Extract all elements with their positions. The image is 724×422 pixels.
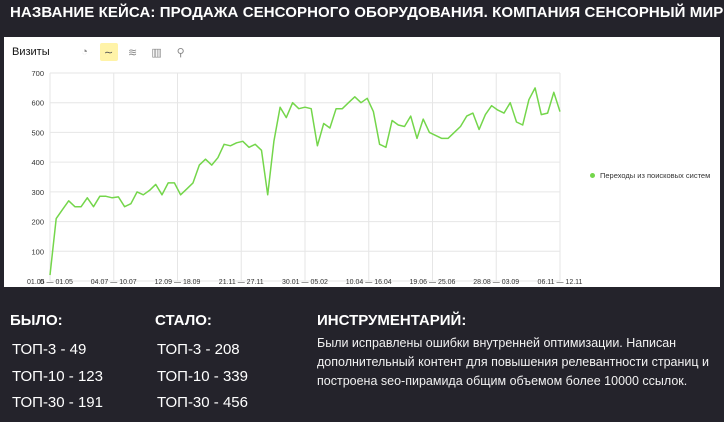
y-tick-label: 500 xyxy=(31,128,44,137)
before-top10: ТОП-10 - 123 xyxy=(12,368,103,385)
bar-chart-icon[interactable]: ▥ xyxy=(151,46,162,59)
series-line xyxy=(49,87,561,276)
x-tick-label: 19.06 — 25.06 xyxy=(410,279,456,286)
analytics-panel: Визиты ◔ ∼ ≋ ▥ ⚲ 0 100 200 300 400 500 600 700 0… xyxy=(4,37,720,287)
x-tick-label: 28.08 — 03.09 xyxy=(473,279,519,286)
chart-legend: Переходы из поисковых систем xyxy=(590,171,710,180)
x-tick-label: 04.07 — 10.07 xyxy=(91,279,137,286)
x-tick-label: 21.11 — 27.11 xyxy=(219,279,264,286)
before-heading: БЫЛО: xyxy=(10,312,63,329)
y-tick-label: 700 xyxy=(31,69,44,78)
x-tick-label: 06.11 — 12.11 xyxy=(538,279,583,286)
map-pin-icon[interactable]: ⚲ xyxy=(176,46,185,59)
after-top30: ТОП-30 - 456 xyxy=(157,394,248,411)
tools-heading: ИНСТРУМЕНТАРИЙ: xyxy=(317,312,467,329)
before-top30: ТОП-30 - 191 xyxy=(12,394,103,411)
before-top3: ТОП-3 - 49 xyxy=(12,341,87,358)
x-tick-label: 01.05 — 01.05 xyxy=(27,279,73,286)
after-top3: ТОП-3 - 208 xyxy=(157,341,240,358)
y-tick-label: 600 xyxy=(31,99,44,108)
y-tick-label: 400 xyxy=(31,158,44,167)
x-tick-label: 10.04 — 16.04 xyxy=(346,279,392,286)
x-tick-label: 12.09 — 18.09 xyxy=(155,279,201,286)
after-top10: ТОП-10 - 339 xyxy=(157,368,248,385)
panel-header: Визиты ◔ ∼ ≋ ▥ ⚲ xyxy=(12,43,190,61)
panel-title: Визиты xyxy=(12,46,50,58)
y-tick-label: 200 xyxy=(31,218,44,227)
pie-chart-icon[interactable]: ◔ xyxy=(81,46,88,58)
stacked-area-icon[interactable]: ≋ xyxy=(128,46,138,59)
tools-description: Были исправлены ошибки внутренней оптими… xyxy=(317,336,710,388)
legend-marker xyxy=(590,173,595,178)
x-tick-label: 30.01 — 05.02 xyxy=(282,279,328,286)
line-chart-icon[interactable]: ∼ xyxy=(99,43,118,61)
y-tick-label: 300 xyxy=(31,188,44,197)
y-tick-label: 0 xyxy=(40,277,44,286)
visits-line-chart: 0 100 200 300 400 500 600 700 01.05 — 01.05 04.07… xyxy=(27,69,583,286)
after-heading: СТАЛО: xyxy=(155,312,212,329)
legend-label: Переходы из поисковых систем xyxy=(600,171,711,180)
y-tick-label: 100 xyxy=(31,247,44,256)
page-title: НАЗВАНИЕ КЕЙСА: ПРОДАЖА СЕНСОРНОГО ОБОРУ… xyxy=(10,4,724,21)
